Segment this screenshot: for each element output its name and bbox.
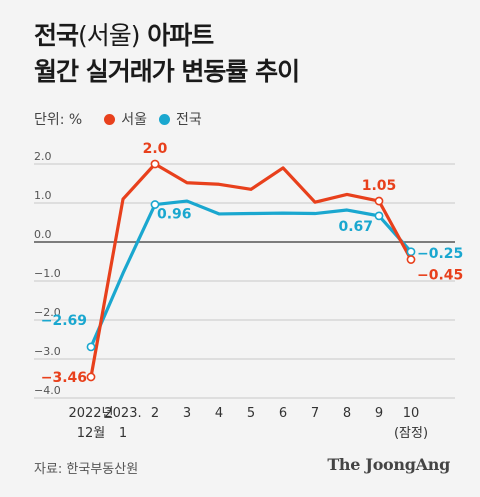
data-label: −2.69 <box>41 313 87 329</box>
data-label: −0.25 <box>417 246 463 262</box>
data-point-marker <box>406 247 416 257</box>
series-line <box>89 199 413 349</box>
data-point-marker <box>374 196 384 206</box>
title-part-seoul: (서울) <box>78 21 141 50</box>
y-tick-label: −2.0 <box>34 306 61 319</box>
title-part-apartment: 아파트 <box>139 21 214 50</box>
x-tick-label: 4 <box>215 406 223 421</box>
data-point-marker <box>150 159 160 169</box>
legend-item-seoul: 서울 <box>104 109 147 129</box>
legend-dot-seoul <box>104 113 116 125</box>
x-tick-label: 12월 <box>77 426 106 441</box>
x-tick-label: 1 <box>119 426 127 441</box>
data-label: −3.46 <box>41 370 87 386</box>
title-line-1: 전국(서울) 아파트 <box>34 21 214 50</box>
legend: 단위: % 서울 전국 <box>34 108 214 130</box>
series-line <box>89 162 413 379</box>
legend-item-national: 전국 <box>159 109 202 129</box>
y-tick-label: 0.0 <box>34 228 52 241</box>
y-tick-label: −4.0 <box>34 384 61 397</box>
y-tick-label: 2.0 <box>34 150 52 163</box>
data-point-marker <box>86 372 96 382</box>
title-line-2: 월간 실거래가 변동률 추이 <box>34 57 300 86</box>
legend-dot-national <box>159 113 170 125</box>
data-label: 1.05 <box>362 178 397 194</box>
x-tick-label: 8 <box>343 406 351 421</box>
data-point-marker <box>150 200 160 209</box>
data-label: 2.0 <box>143 141 168 157</box>
data-point-marker <box>374 211 384 221</box>
y-tick-label: 1.0 <box>34 189 52 202</box>
x-tick-label: 7 <box>311 406 319 421</box>
data-label: −0.45 <box>417 268 463 284</box>
data-point-marker <box>406 255 416 264</box>
x-tick-label: 2 <box>151 406 159 421</box>
title-part-national: 전국 <box>34 21 79 50</box>
x-tick-label: 9 <box>375 406 383 421</box>
chart-title: 전국(서울) 아파트 월간 실거래가 변동률 추이 <box>34 18 300 90</box>
x-tick-label: 2022년 <box>68 406 113 421</box>
data-point-marker <box>86 342 96 352</box>
x-tick-label: 2023. <box>104 406 141 421</box>
legend-label-seoul: 서울 <box>121 112 147 128</box>
publisher-logo: The JoongAng <box>327 455 450 474</box>
y-tick-label: −1.0 <box>34 267 61 280</box>
x-tick-label: 5 <box>247 406 255 421</box>
x-tick-label: (잠정) <box>394 426 428 441</box>
data-label: 0.96 <box>157 207 192 223</box>
x-tick-label: 6 <box>279 406 287 421</box>
y-tick-label: −3.0 <box>34 345 61 358</box>
x-tick-label: 10 <box>403 406 420 421</box>
unit-label: 단위: % <box>34 112 83 128</box>
legend-label-national: 전국 <box>176 112 202 128</box>
source-note: 자료: 한국부동산원 <box>34 462 139 477</box>
data-label: 0.67 <box>338 219 373 235</box>
x-tick-label: 3 <box>183 406 191 421</box>
